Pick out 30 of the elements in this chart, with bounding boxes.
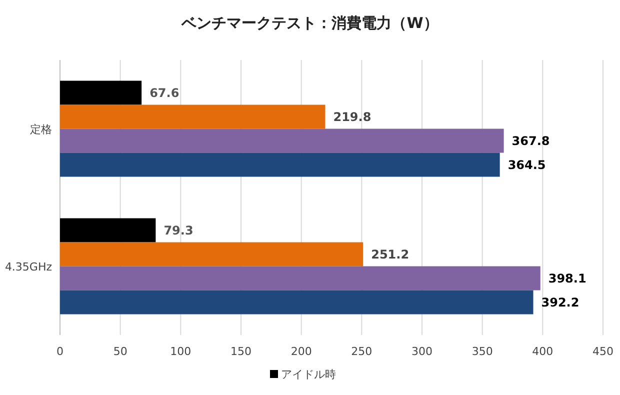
x-tick-label: 50 bbox=[113, 345, 128, 358]
bar bbox=[60, 104, 326, 129]
y-tick-label: 4.35GHz bbox=[4, 260, 52, 274]
x-tick-label: 400 bbox=[532, 345, 554, 358]
x-tick-label: 350 bbox=[472, 345, 493, 358]
data-label: 219.8 bbox=[333, 110, 372, 124]
x-tick-label: 200 bbox=[290, 345, 312, 358]
x-tick-label: 300 bbox=[412, 345, 432, 358]
bar bbox=[60, 128, 504, 153]
y-tick-label: 定格 bbox=[30, 122, 52, 136]
x-tick-label: 100 bbox=[170, 345, 192, 358]
data-label: 251.2 bbox=[371, 247, 410, 262]
data-label: 367.8 bbox=[512, 134, 550, 148]
x-tick-label: 150 bbox=[230, 345, 252, 358]
data-label: 79.3 bbox=[164, 223, 194, 238]
bar bbox=[60, 218, 156, 242]
bar bbox=[60, 152, 500, 177]
chart-title: ベンチマークテスト：消費電力（W） bbox=[180, 14, 438, 32]
data-label: 398.1 bbox=[548, 271, 586, 286]
x-tick-label: 450 bbox=[592, 345, 614, 358]
bar bbox=[60, 80, 142, 105]
x-tick-label: 0 bbox=[56, 345, 64, 358]
data-label: 67.6 bbox=[150, 86, 180, 100]
x-tick-label: 250 bbox=[351, 345, 372, 358]
bar bbox=[60, 242, 364, 266]
data-label: 364.5 bbox=[508, 158, 546, 172]
legend-label: アイドル時 bbox=[281, 368, 336, 381]
bar bbox=[60, 266, 540, 290]
data-label: 392.2 bbox=[541, 295, 580, 310]
bar bbox=[60, 290, 534, 314]
